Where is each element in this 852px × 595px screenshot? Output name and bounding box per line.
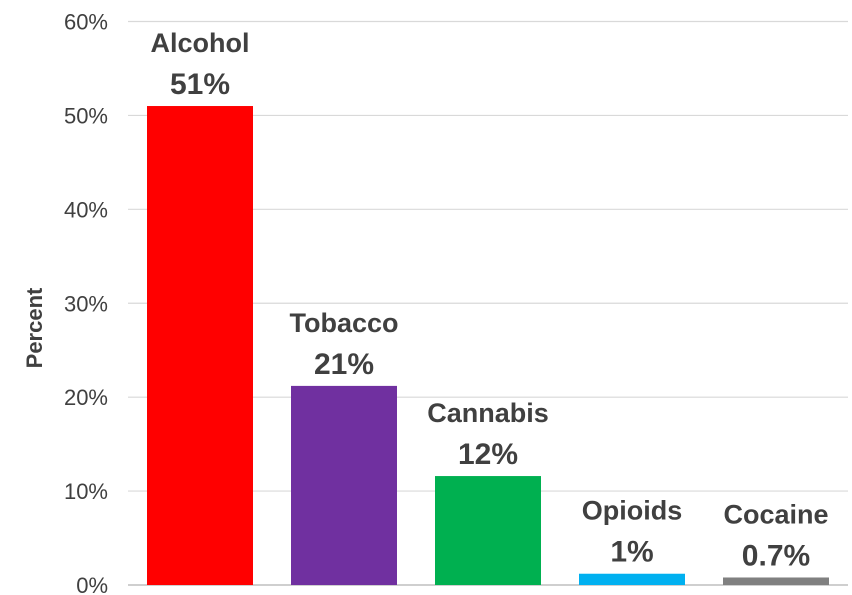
y-tick-label: 50% — [64, 103, 108, 128]
category-label-tobacco: Tobacco — [289, 308, 398, 338]
y-tick-label: 10% — [64, 479, 108, 504]
data-labels: Alcohol 51% Tobacco 21% Cannabis 12% Opioids 1%… — [151, 28, 829, 572]
y-axis-title: Percent — [22, 287, 47, 368]
y-tick-label: 40% — [64, 197, 108, 222]
value-label-cocaine: 0.7% — [742, 539, 810, 572]
value-label-alcohol: 51% — [170, 68, 230, 101]
bar-alcohol — [147, 106, 253, 586]
bar-opioids — [579, 573, 685, 585]
bar-cocaine — [723, 577, 829, 585]
category-label-cocaine: Cocaine — [723, 499, 828, 529]
bar-cannabis — [435, 476, 541, 585]
category-label-opioids: Opioids — [582, 496, 683, 526]
category-label-alcohol: Alcohol — [151, 28, 250, 58]
value-label-opioids: 1% — [610, 536, 653, 569]
y-axis-ticks: 0% 10% 20% 30% 40% 50% 60% — [64, 10, 108, 595]
category-label-cannabis: Cannabis — [427, 398, 549, 428]
value-label-tobacco: 21% — [314, 348, 374, 381]
bars — [147, 106, 829, 586]
bar-tobacco — [291, 385, 397, 585]
y-tick-label: 30% — [64, 291, 108, 316]
y-tick-label: 20% — [64, 385, 108, 410]
value-label-cannabis: 12% — [458, 438, 518, 471]
y-tick-label: 0% — [76, 573, 108, 595]
y-tick-label: 60% — [64, 10, 108, 35]
